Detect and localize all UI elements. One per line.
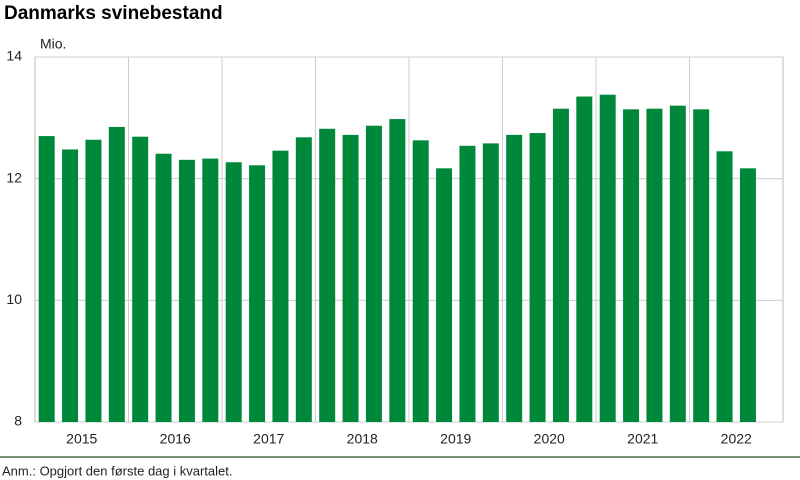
bar bbox=[646, 108, 663, 422]
y-tick-label: 10 bbox=[6, 291, 22, 307]
bar bbox=[108, 126, 125, 422]
x-tick-label: 2020 bbox=[534, 431, 565, 447]
bar bbox=[389, 119, 406, 423]
chart-title: Danmarks svinebestand bbox=[4, 3, 223, 24]
x-tick-label: 2021 bbox=[627, 431, 658, 447]
bar bbox=[412, 140, 429, 422]
bar bbox=[85, 139, 102, 422]
x-tick-label: 2017 bbox=[253, 431, 284, 447]
x-tick-label: 2019 bbox=[440, 431, 471, 447]
x-tick-label: 2022 bbox=[721, 431, 752, 447]
bar bbox=[716, 151, 733, 422]
y-tick-label: 14 bbox=[6, 48, 22, 64]
bar bbox=[529, 133, 546, 422]
bar bbox=[342, 134, 359, 422]
bar bbox=[739, 168, 756, 422]
bar bbox=[178, 159, 195, 422]
bar bbox=[62, 149, 79, 422]
bar bbox=[365, 125, 382, 422]
bar bbox=[249, 165, 266, 423]
x-tick-label: 2016 bbox=[160, 431, 191, 447]
bar bbox=[576, 96, 593, 423]
y-tick-label: 12 bbox=[6, 169, 22, 185]
bar bbox=[669, 105, 686, 423]
y-tick-label: 8 bbox=[14, 413, 22, 429]
bar bbox=[552, 108, 569, 422]
bar bbox=[225, 162, 242, 422]
bar bbox=[459, 145, 476, 423]
x-tick-label: 2015 bbox=[66, 431, 97, 447]
y-axis-label: Mio. bbox=[40, 36, 66, 52]
bar bbox=[506, 134, 523, 422]
bar bbox=[295, 137, 312, 423]
bar bbox=[599, 94, 616, 422]
bar bbox=[319, 128, 336, 423]
bar bbox=[132, 136, 149, 423]
bar bbox=[272, 150, 289, 422]
bar bbox=[202, 158, 219, 422]
bar bbox=[155, 153, 172, 422]
bar bbox=[693, 109, 710, 423]
footnote: Anm.: Opgjort den første dag i kvartalet… bbox=[2, 463, 233, 478]
bar bbox=[623, 109, 640, 423]
bar bbox=[436, 168, 453, 422]
x-tick-label: 2018 bbox=[347, 431, 378, 447]
bar bbox=[482, 143, 499, 422]
bar bbox=[38, 136, 55, 423]
